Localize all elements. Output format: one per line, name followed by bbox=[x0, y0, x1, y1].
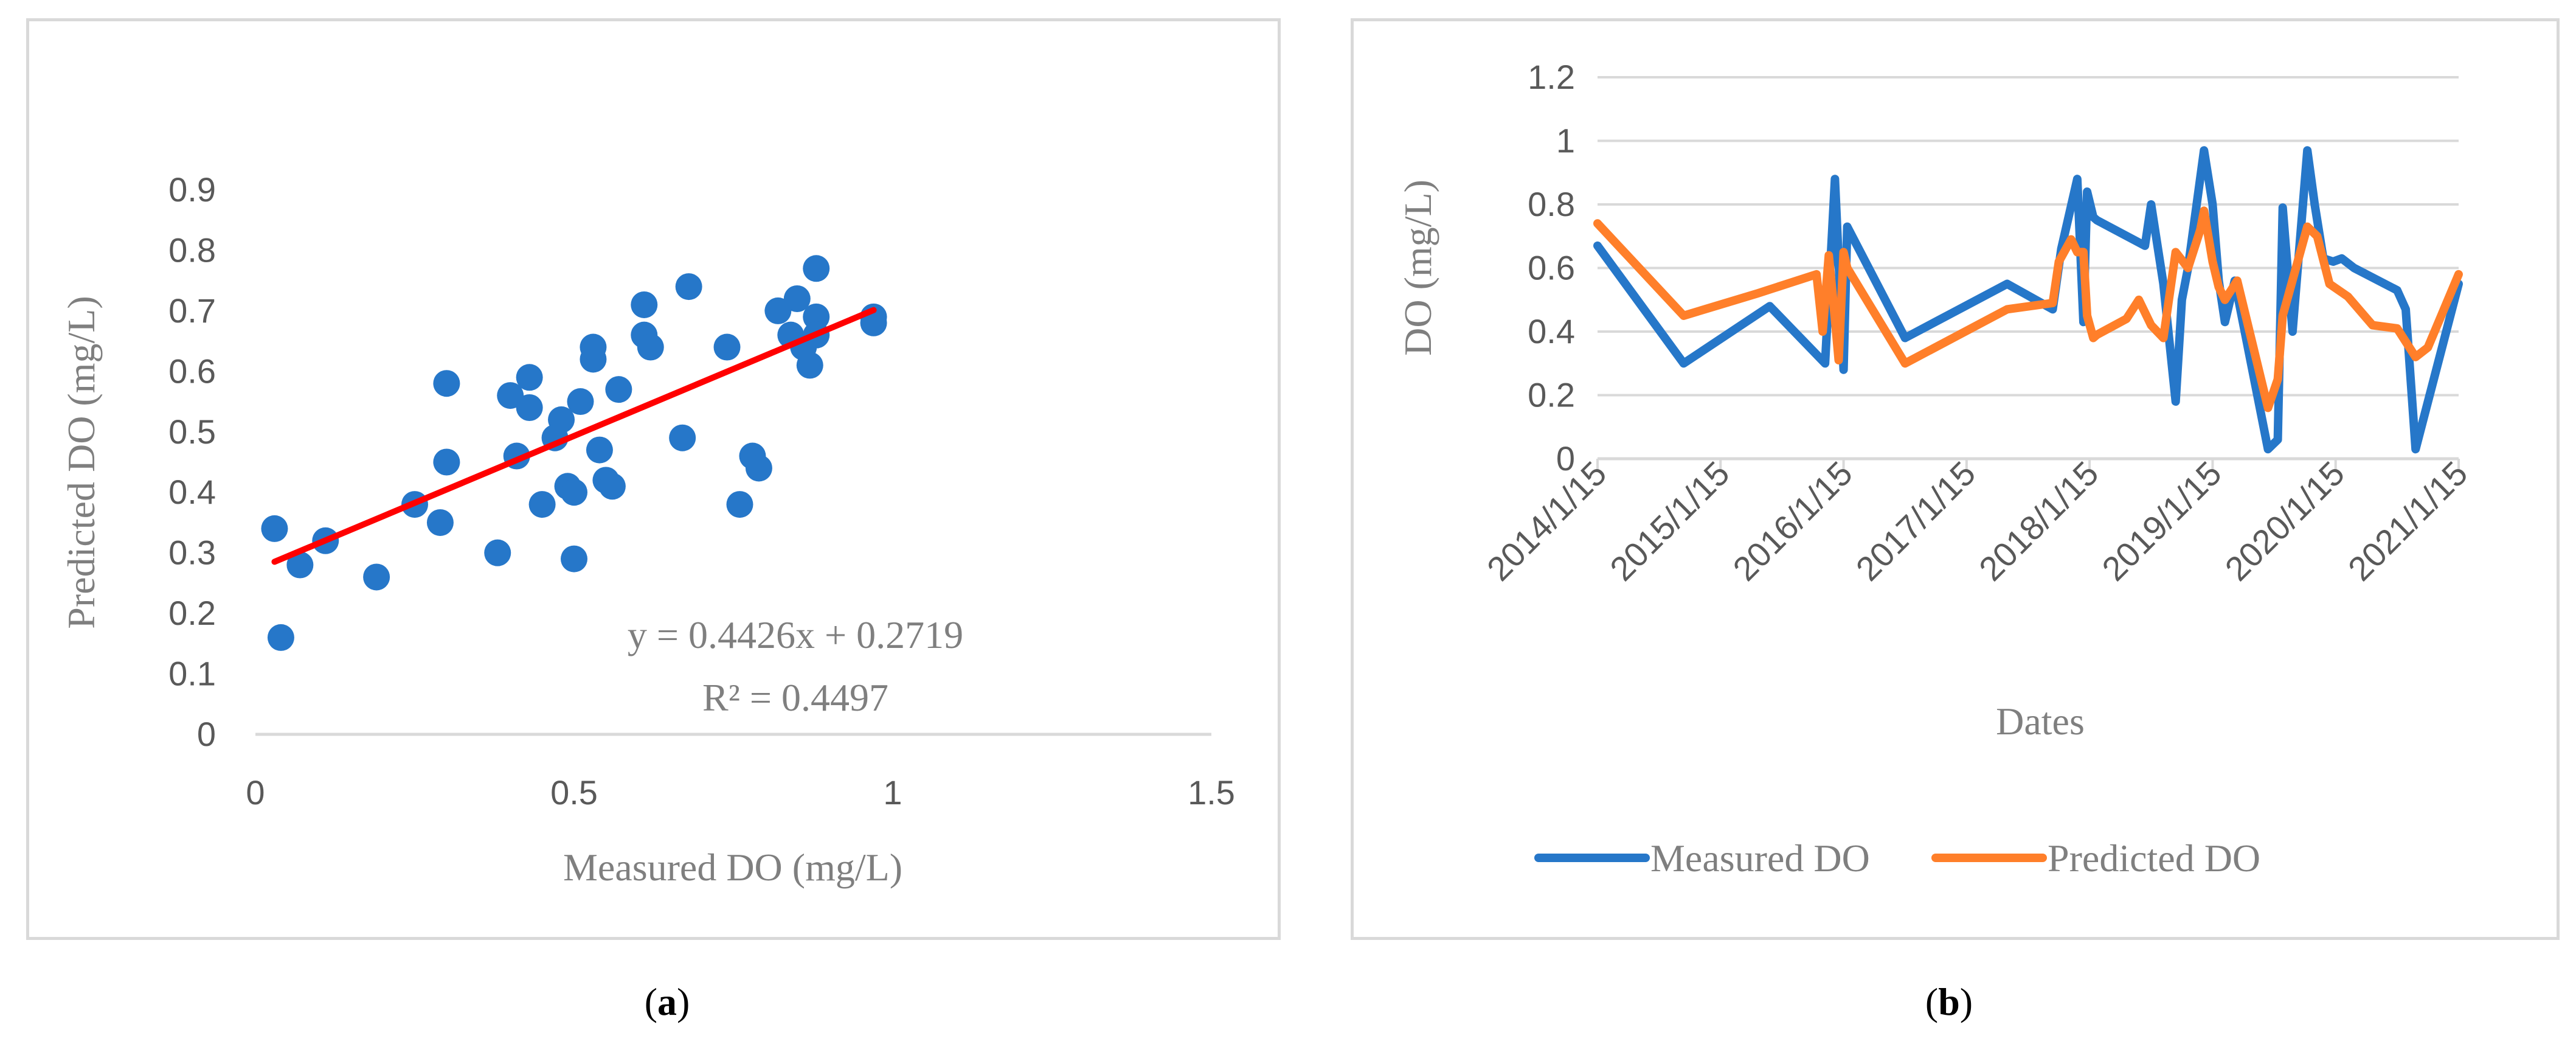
legend-label: Predicted DO bbox=[2048, 837, 2260, 880]
trendline bbox=[271, 307, 877, 565]
x-tick-label: 1.5 bbox=[1188, 773, 1235, 812]
panel-b-frame bbox=[1351, 18, 2560, 940]
y-axis-title: DO (mg/L) bbox=[1396, 179, 1439, 356]
line-chart: 0 0.2 0.4 0.6 0.8 1 1.2 2014/1/152015/1/152016/… bbox=[1396, 58, 2474, 880]
x-tick-label: 2014/1/15 bbox=[1480, 454, 1614, 588]
y-tick-label: 1 bbox=[1556, 122, 1575, 160]
scatter-point bbox=[528, 491, 556, 518]
y-tick-label: 0.1 bbox=[168, 655, 216, 693]
x-tick-label: 2017/1/15 bbox=[1849, 454, 1983, 588]
y-tick-label: 0 bbox=[197, 715, 216, 753]
scatter-point bbox=[745, 454, 772, 482]
scatter-point bbox=[598, 473, 626, 500]
scatter-chart: 0 0.1 0.2 0.3 0.4 0.5 0.6 0.7 0.8 0.9 0 0.5 1 1.5 y = … bbox=[60, 170, 1235, 889]
scatter-point bbox=[516, 364, 543, 391]
scatter-point bbox=[726, 491, 753, 518]
scatter-point bbox=[433, 448, 460, 476]
caption-open: ( bbox=[644, 980, 657, 1023]
y-tick-label: 0 bbox=[1556, 439, 1575, 478]
x-tick-label: 0.5 bbox=[550, 773, 598, 812]
x-tick-label: 2016/1/15 bbox=[1725, 454, 1860, 588]
predicted-do-series bbox=[1593, 206, 2463, 412]
caption-close: ) bbox=[1959, 980, 1973, 1023]
x-tick-label: 2020/1/15 bbox=[2217, 454, 2352, 588]
scatter-point bbox=[484, 539, 511, 566]
scatter-point bbox=[783, 285, 811, 312]
caption-open: ( bbox=[1925, 980, 1939, 1023]
scatter-point bbox=[286, 551, 314, 579]
x-tick-label: 2015/1/15 bbox=[1602, 454, 1737, 588]
caption-a: (a) bbox=[606, 980, 728, 1025]
scatter-point bbox=[675, 273, 702, 301]
scatter-point bbox=[580, 333, 607, 361]
scatter-point bbox=[796, 352, 823, 379]
scatter-point bbox=[363, 563, 390, 591]
x-tick-label: 0 bbox=[246, 773, 265, 812]
scatter-point bbox=[426, 509, 454, 536]
y-tick-label: 0.6 bbox=[1528, 249, 1575, 287]
y-tick-label: 0.2 bbox=[168, 594, 216, 632]
caption-b: (b) bbox=[1888, 980, 2010, 1025]
scatter-point bbox=[764, 297, 792, 324]
y-tick-label: 0.5 bbox=[168, 412, 216, 451]
scatter-point bbox=[803, 255, 830, 282]
scatter-point bbox=[669, 424, 696, 451]
y-tick-label: 0.8 bbox=[168, 231, 216, 269]
scatter-point bbox=[605, 376, 632, 403]
scatter-point bbox=[516, 394, 543, 421]
y-tick-label: 0.4 bbox=[1528, 312, 1575, 350]
scatter-point bbox=[261, 515, 288, 542]
scatter-point bbox=[631, 291, 658, 318]
y-tick-label: 0.7 bbox=[168, 291, 216, 330]
scatter-point bbox=[567, 388, 594, 416]
x-axis-title: Measured DO (mg/L) bbox=[563, 846, 902, 889]
scatter-point bbox=[267, 624, 294, 651]
y-tick-label: 0.9 bbox=[168, 170, 216, 209]
r-squared-label: R² = 0.4497 bbox=[702, 676, 888, 719]
x-tick-label: 1 bbox=[883, 773, 902, 812]
legend-label: Measured DO bbox=[1650, 837, 1870, 880]
y-tick-label: 0.8 bbox=[1528, 185, 1575, 223]
caption-letter: a bbox=[657, 980, 677, 1023]
scatter-point bbox=[433, 370, 460, 397]
x-axis-title: Dates bbox=[1996, 700, 2085, 743]
y-axis-title: Predicted DO (mg/L) bbox=[60, 296, 103, 628]
y-tick-label: 0.4 bbox=[168, 473, 216, 511]
scatter-point bbox=[497, 382, 524, 409]
y-tick-label: 0.3 bbox=[168, 534, 216, 572]
scatter-point bbox=[561, 545, 587, 573]
scatter-point bbox=[586, 436, 613, 464]
y-tick-label: 0.2 bbox=[1528, 376, 1575, 414]
y-tick-label: 0.6 bbox=[168, 352, 216, 390]
x-tick-label: 2021/1/15 bbox=[2341, 454, 2475, 588]
panel-a-frame bbox=[26, 18, 1281, 940]
x-tick-label: 2018/1/15 bbox=[1972, 454, 2106, 588]
scatter-point bbox=[548, 406, 575, 433]
scatter-point bbox=[713, 333, 741, 361]
trendline-equation: y = 0.4426x + 0.2719 bbox=[628, 613, 963, 656]
scatter-point bbox=[637, 333, 664, 361]
caption-letter: b bbox=[1938, 980, 1960, 1023]
y-tick-label: 1.2 bbox=[1528, 58, 1575, 96]
x-tick-label: 2019/1/15 bbox=[2094, 454, 2229, 588]
scatter-point bbox=[561, 479, 587, 506]
caption-close: ) bbox=[677, 980, 690, 1023]
